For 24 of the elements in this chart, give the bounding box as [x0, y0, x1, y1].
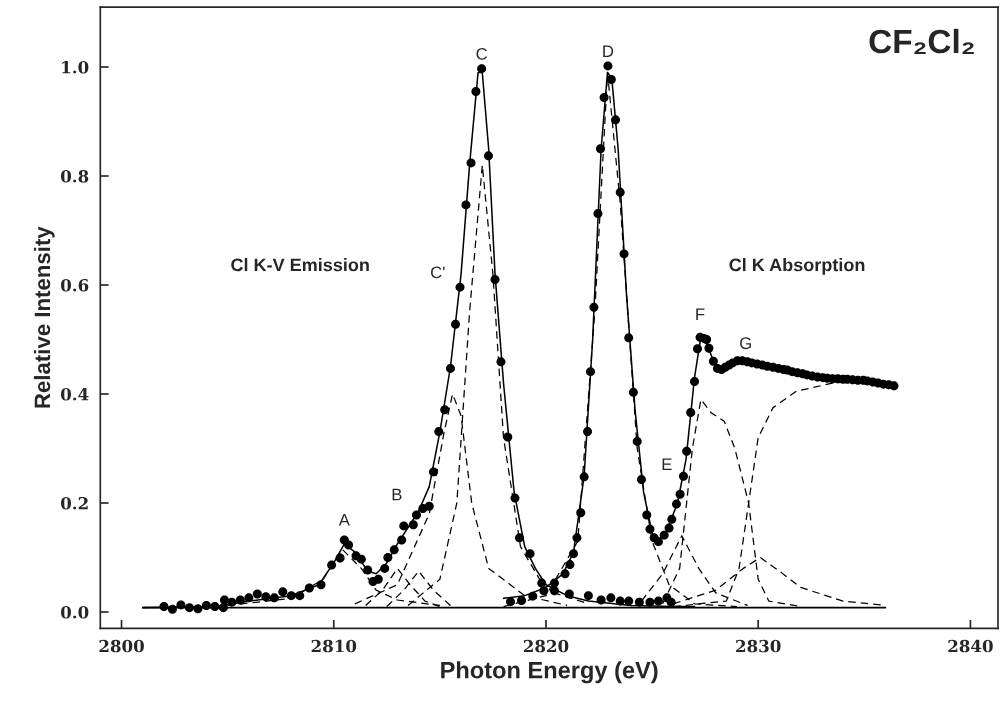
- x-tick-label: 2830: [736, 639, 781, 653]
- x-axis-title: Photon Energy (eV): [441, 661, 658, 684]
- y-tick-label: 0.4: [60, 387, 89, 401]
- y-tick-label: 0.2: [60, 496, 88, 510]
- annotation: Cl K-V Emission: [231, 258, 369, 272]
- y-tick-label: 0.8: [60, 169, 89, 183]
- annotation: G: [740, 337, 751, 350]
- text: CF₂Cl₂: [869, 28, 974, 54]
- annotation: E: [662, 458, 672, 471]
- annotation: A: [338, 514, 350, 526]
- annotation: C': [431, 266, 445, 279]
- x-tick-label: 2810: [311, 639, 357, 653]
- y-tick-label: 0.6: [60, 278, 89, 292]
- y-tick-label: 0.0: [60, 605, 89, 619]
- annotation: F: [696, 308, 705, 320]
- annotation: C: [476, 47, 488, 60]
- annotation: D: [603, 45, 614, 57]
- y-axis-title: Relative Intensity: [33, 226, 55, 408]
- x-tick-label: 2800: [99, 639, 144, 653]
- annotation: Cl K Absorption: [729, 258, 865, 275]
- annotation: B: [392, 488, 402, 501]
- y-tick-label: 1.0: [62, 60, 89, 74]
- x-tick-label: 2820: [523, 639, 569, 653]
- x-tick-label: 2840: [948, 639, 993, 653]
